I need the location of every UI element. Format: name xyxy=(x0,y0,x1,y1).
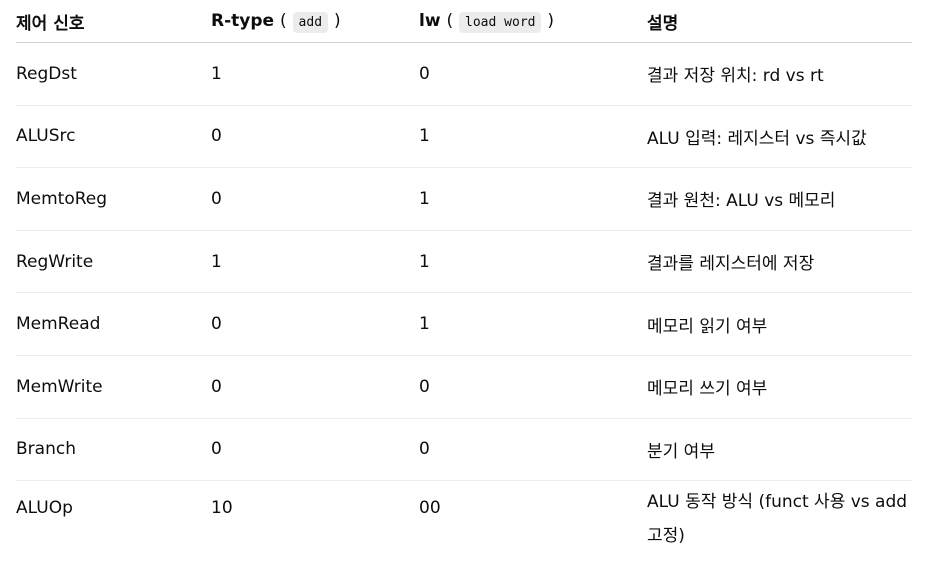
header-lw-label: lw xyxy=(419,11,441,31)
cell-signal: MemWrite xyxy=(16,355,211,419)
control-signal-table: 제어 신호 R-type ( add ) lw ( load word ) 설명… xyxy=(16,0,912,560)
table-row: RegWrite 1 1 결과를 레지스터에 저장 xyxy=(16,230,912,294)
cell-signal: MemtoReg xyxy=(16,167,211,231)
cell-lw: 1 xyxy=(419,292,647,356)
cell-signal: Branch xyxy=(16,418,211,482)
cell-rtype: 0 xyxy=(211,418,419,482)
cell-rtype: 0 xyxy=(211,105,419,169)
header-rtype: R-type ( add ) xyxy=(211,0,419,43)
header-signal: 제어 신호 xyxy=(16,0,211,43)
table-header-row: 제어 신호 R-type ( add ) lw ( load word ) 설명 xyxy=(16,0,912,43)
cell-rtype: 10 xyxy=(211,498,233,519)
table-row: Branch 0 0 분기 여부 xyxy=(16,418,912,482)
table-row: ALUOp 10 00 ALU 동작 방식 (funct 사용 vs add 고… xyxy=(16,481,912,560)
cell-description: ALU 동작 방식 (funct 사용 vs add 고정) xyxy=(647,492,908,547)
cell-description: 분기 여부 xyxy=(647,418,912,482)
cell-signal: RegWrite xyxy=(16,230,211,294)
cell-lw: 0 xyxy=(419,418,647,482)
table-row: MemWrite 0 0 메모리 쓰기 여부 xyxy=(16,355,912,419)
header-rtype-code: add xyxy=(292,12,329,33)
cell-rtype: 0 xyxy=(211,292,419,356)
cell-description: ALU 입력: 레지스터 vs 즉시값 xyxy=(647,105,912,169)
cell-signal: RegDst xyxy=(16,42,211,106)
table-row: MemRead 0 1 메모리 읽기 여부 xyxy=(16,292,912,356)
cell-lw: 0 xyxy=(419,355,647,419)
cell-signal: ALUSrc xyxy=(16,105,211,169)
cell-rtype: 0 xyxy=(211,355,419,419)
table-row: ALUSrc 0 1 ALU 입력: 레지스터 vs 즉시값 xyxy=(16,105,912,169)
header-description: 설명 xyxy=(647,0,912,43)
header-lw-code: load word xyxy=(459,12,542,33)
cell-description: 결과를 레지스터에 저장 xyxy=(647,230,912,294)
cell-description: 메모리 읽기 여부 xyxy=(647,292,912,356)
cell-rtype: 0 xyxy=(211,167,419,231)
header-lw: lw ( load word ) xyxy=(419,0,647,43)
cell-rtype: 1 xyxy=(211,42,419,106)
cell-lw: 1 xyxy=(419,167,647,231)
header-rtype-label: R-type xyxy=(211,11,275,31)
cell-rtype: 1 xyxy=(211,230,419,294)
cell-lw: 1 xyxy=(419,105,647,169)
cell-description: 결과 저장 위치: rd vs rt xyxy=(647,42,912,106)
cell-description: 결과 원천: ALU vs 메모리 xyxy=(647,167,912,231)
table-row: MemtoReg 0 1 결과 원천: ALU vs 메모리 xyxy=(16,167,912,231)
cell-lw: 00 xyxy=(419,498,441,519)
cell-signal: ALUOp xyxy=(16,498,73,519)
table-row: RegDst 1 0 결과 저장 위치: rd vs rt xyxy=(16,42,912,106)
cell-signal: MemRead xyxy=(16,292,211,356)
cell-lw: 0 xyxy=(419,42,647,106)
cell-description: 메모리 쓰기 여부 xyxy=(647,355,912,419)
cell-lw: 1 xyxy=(419,230,647,294)
